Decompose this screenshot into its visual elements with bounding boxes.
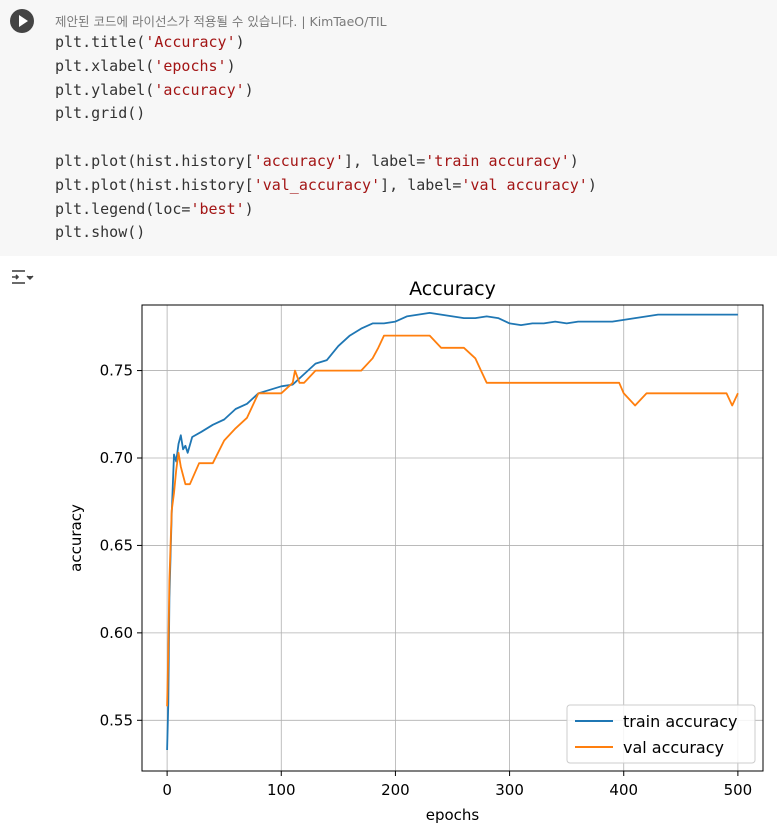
legend-box: [566, 704, 756, 764]
y-tick-label: 0.70: [100, 449, 133, 467]
x-tick-label: 500: [724, 781, 753, 799]
y-axis-label: accuracy: [67, 504, 85, 572]
code-editor[interactable]: plt.title('Accuracy') plt.xlabel('epochs…: [55, 31, 597, 245]
x-tick-label: 300: [495, 781, 524, 799]
y-tick-label: 0.55: [100, 711, 133, 729]
license-notice: 제안된 코드에 라이선스가 적용될 수 있습니다. | KimTaeO/TIL: [55, 14, 387, 29]
y-tick-label: 0.75: [100, 362, 133, 380]
legend-label: train accuracy: [623, 712, 738, 731]
code-line-1: plt.title('Accuracy'): [55, 33, 245, 51]
x-tick-label: 100: [267, 781, 296, 799]
code-line-8: plt.legend(loc='best'): [55, 199, 254, 218]
code-line-3: plt.ylabel('accuracy'): [55, 80, 254, 99]
x-tick-label: 0: [162, 781, 172, 799]
series-line-train: [166, 312, 738, 751]
accuracy-chart: 0 100 200 300 400 500 0.55 0.60 0.65 0.70 0.75 Acc…: [67, 278, 764, 824]
legend-label: val accuracy: [623, 738, 724, 757]
y-tick-label: 0.60: [100, 624, 133, 642]
code-line-2: plt.xlabel('epochs'): [55, 56, 236, 75]
legend: train accuracy val accuracy: [566, 704, 756, 764]
code-line-4: plt.grid(): [55, 104, 146, 123]
chart-figure: 0 100 200 300 400 500 0.55 0.60 0.65 0.70 0.75 Acc…: [0, 262, 777, 830]
chart-title: Accuracy: [409, 278, 496, 300]
x-axis-label: epochs: [426, 806, 480, 824]
code-line-6: plt.plot(hist.history['accuracy'], label…: [55, 151, 579, 170]
x-tick-label: 400: [609, 781, 638, 799]
code-line-7: plt.plot(hist.history['val_accuracy'], l…: [55, 175, 597, 194]
output-toggle-icon[interactable]: [9, 267, 35, 289]
code-cell[interactable]: 제안된 코드에 라이선스가 적용될 수 있습니다. | KimTaeO/TIL …: [0, 0, 777, 256]
y-tick-label: 0.65: [100, 536, 133, 554]
code-line-9: plt.show(): [55, 223, 146, 242]
axes-frame: [141, 304, 764, 772]
series-line-val: [166, 334, 739, 707]
x-tick-label: 200: [381, 781, 410, 799]
play-icon[interactable]: [10, 9, 34, 33]
